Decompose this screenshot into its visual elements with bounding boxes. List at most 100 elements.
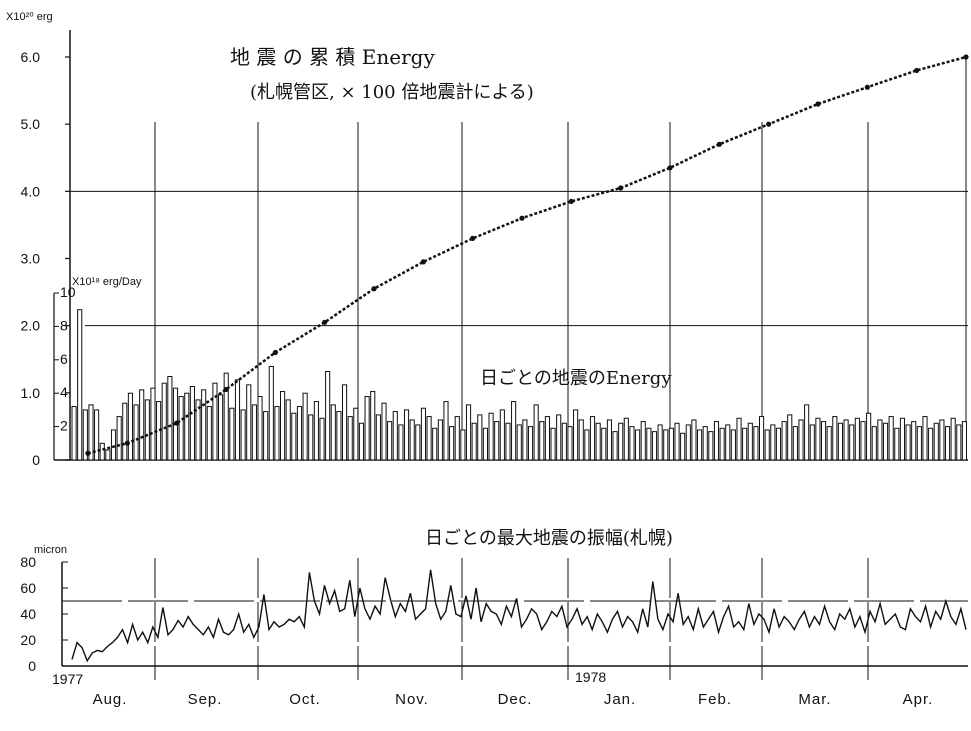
bar-y-tick-label: 8	[60, 317, 68, 333]
energy-bar	[595, 422, 601, 461]
cumulative-energy-point	[322, 319, 328, 325]
energy-bar	[105, 449, 111, 461]
energy-bar	[82, 409, 88, 461]
bar-y-tick-label: 4	[60, 384, 68, 400]
energy-bar	[725, 424, 731, 461]
top-y-tick-label: 5.0	[21, 116, 41, 132]
energy-bar	[139, 389, 145, 461]
top-chart-title: 地 震 の 累 積 Energy	[230, 45, 435, 69]
energy-bar	[539, 421, 545, 461]
month-label: Apr.	[903, 691, 934, 708]
cumulative-energy-point	[223, 386, 229, 393]
energy-bar	[223, 372, 229, 461]
bottom-y-unit: micron	[34, 544, 67, 556]
cumulative-energy-point	[85, 450, 91, 456]
energy-bar	[556, 414, 562, 461]
energy-bar	[866, 412, 872, 461]
energy-bar	[347, 416, 353, 461]
energy-bar	[460, 429, 466, 461]
energy-bar	[601, 427, 607, 461]
energy-bar	[150, 387, 156, 461]
energy-bar	[144, 399, 150, 461]
energy-bar	[854, 417, 860, 461]
marks-group	[71, 54, 969, 663]
energy-bar	[392, 411, 398, 461]
energy-bar	[781, 421, 787, 461]
energy-bar	[178, 396, 184, 461]
energy-bar	[403, 409, 410, 461]
energy-bar	[127, 392, 133, 461]
bottom-y-tick-label: 0	[28, 658, 36, 674]
energy-bar	[651, 431, 658, 461]
cumulative-energy-point	[519, 215, 525, 221]
energy-bar	[640, 421, 646, 461]
energy-bar	[742, 427, 748, 461]
energy-bar	[432, 427, 438, 461]
energy-bar	[618, 422, 624, 461]
energy-bar	[691, 419, 697, 461]
cumulative-energy-point	[470, 235, 476, 241]
energy-bar	[189, 386, 195, 461]
energy-bar	[325, 370, 331, 461]
energy-bar	[195, 399, 201, 461]
energy-bar	[674, 422, 680, 461]
energy-bar	[364, 396, 370, 461]
energy-bar	[894, 427, 900, 461]
energy-bar	[736, 417, 742, 461]
energy-bar	[573, 409, 579, 461]
energy-bar	[533, 404, 539, 461]
energy-bar	[753, 426, 759, 461]
energy-bar	[341, 384, 348, 461]
cumulative-energy-point	[420, 259, 426, 265]
energy-bar	[837, 422, 844, 461]
top-chart-subtitle: (札幌管区, × 100 倍地震計による)	[250, 82, 534, 103]
energy-bar	[809, 424, 815, 461]
energy-bar	[420, 407, 427, 461]
energy-bar	[922, 416, 928, 461]
month-label: Nov.	[395, 691, 429, 708]
energy-bar	[787, 414, 793, 461]
labels-group: 地 震 の 累 積 Energy (札幌管区, × 100 倍地震計による) X…	[6, 11, 934, 708]
cumulative-energy-point	[272, 349, 278, 356]
energy-bar	[246, 384, 252, 461]
energy-bar	[302, 392, 308, 461]
energy-bar	[612, 431, 618, 461]
cumulative-energy-point	[174, 420, 180, 426]
energy-bar	[860, 421, 866, 461]
energy-bar	[702, 426, 708, 461]
energy-bar	[668, 427, 674, 461]
energy-bar	[961, 421, 968, 461]
energy-bar	[268, 365, 274, 461]
energy-bar	[944, 426, 951, 461]
energy-bar	[516, 424, 522, 461]
energy-bar	[775, 427, 782, 461]
cumulative-energy-point	[864, 84, 870, 90]
cumulative-energy-point	[618, 185, 624, 191]
energy-bar	[950, 417, 956, 461]
cumulative-energy-point	[371, 286, 377, 292]
amplitude-line	[71, 569, 967, 663]
energy-bar	[415, 424, 421, 461]
energy-bar	[77, 309, 83, 461]
energy-bar	[561, 422, 567, 461]
cumulative-energy-point	[716, 141, 722, 147]
bottom-chart-title: 日ごとの最大地震の振幅(札幌)	[425, 528, 673, 549]
energy-bar	[550, 427, 556, 461]
month-label: Mar.	[798, 691, 831, 708]
energy-bar	[465, 404, 472, 461]
energy-bar	[167, 376, 173, 461]
month-label: Feb.	[698, 691, 732, 708]
energy-bar	[888, 416, 894, 461]
energy-bar	[212, 382, 218, 461]
energy-bar	[764, 429, 770, 461]
energy-bar	[629, 426, 635, 461]
energy-bar	[482, 427, 489, 461]
energy-bar	[680, 432, 686, 461]
cumulative-energy-point	[667, 165, 673, 171]
year-label-1977: 1977	[52, 671, 83, 687]
energy-bar	[911, 421, 917, 461]
month-label: Oct.	[289, 691, 321, 708]
top-y-tick-label: 6.0	[21, 49, 41, 65]
bottom-y-tick-label: 80	[20, 554, 36, 570]
